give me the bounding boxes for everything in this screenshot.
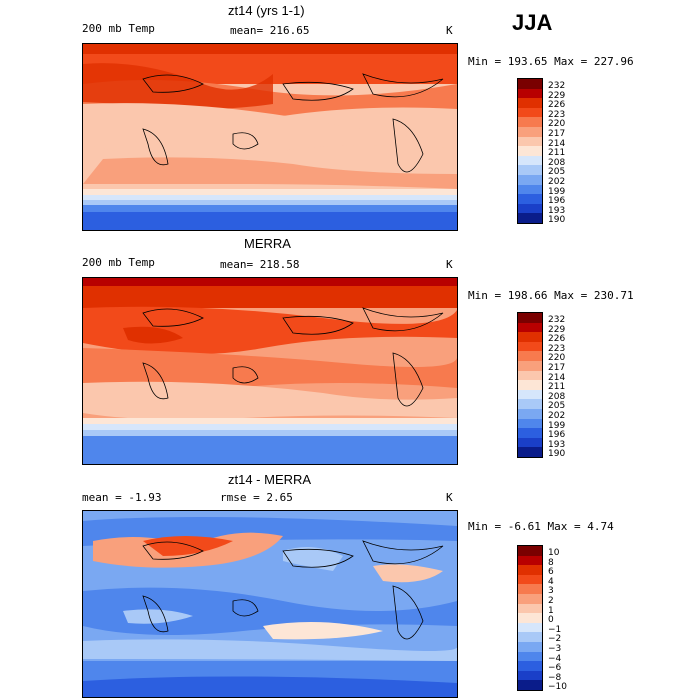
legend-label: −10	[548, 682, 567, 693]
panel1-map-graphic	[83, 44, 457, 230]
season-label: JJA	[512, 10, 553, 35]
legend-label: 10	[548, 548, 560, 558]
legend-label: 217	[548, 128, 566, 139]
panel3-legend-labels: 10 8 6 4 3 2 1 0 −1 −2 −3 −4 −6 −8 −10	[548, 548, 567, 693]
legend-label: 205	[548, 167, 566, 178]
panel3-title: zt14 - MERRA	[228, 472, 312, 487]
panel2-title: MERRA	[244, 236, 291, 251]
legend-label: 1	[548, 605, 554, 616]
panel3-legend	[517, 545, 543, 691]
legend-label: 232	[548, 81, 566, 91]
panel1-mean: mean= 216.65	[230, 24, 310, 37]
panel2-variable: 200 mb Temp	[82, 256, 155, 269]
legend-label: 193	[548, 439, 566, 450]
legend-label: 199	[548, 186, 566, 197]
legend-label: −3	[548, 643, 562, 654]
panel2-map-graphic	[83, 278, 457, 464]
legend-label: 217	[548, 362, 566, 373]
legend-label: 214	[548, 138, 566, 149]
panel2-unit: K	[446, 258, 453, 271]
legend-label: 205	[548, 401, 566, 412]
legend-label: 232	[548, 315, 566, 325]
legend-label: 3	[548, 586, 554, 597]
legend-label: 196	[548, 196, 566, 207]
panel3-rmse: rmse = 2.65	[220, 491, 293, 504]
legend-label: 6	[548, 567, 554, 578]
legend-label: 208	[548, 391, 566, 402]
legend-label: 220	[548, 119, 566, 130]
legend-label: 208	[548, 157, 566, 168]
panel2-legend	[517, 312, 543, 458]
legend-label: −2	[548, 634, 562, 645]
legend-label: 8	[548, 557, 554, 568]
legend-label: 223	[548, 343, 566, 354]
legend-label: 226	[548, 100, 566, 111]
legend-label: 226	[548, 334, 566, 345]
legend-label: 199	[548, 420, 566, 431]
legend-label: 2	[548, 595, 554, 606]
legend-label: 196	[548, 430, 566, 441]
legend-label: 211	[548, 382, 566, 393]
legend-label: −8	[548, 672, 562, 683]
panel3-unit: K	[446, 491, 453, 504]
panel2-legend-labels: 232 229 226 223 220 217 214 211 208 205 …	[548, 315, 566, 460]
legend-label: 229	[548, 90, 566, 101]
legend-label: 214	[548, 372, 566, 383]
panel1-unit: K	[446, 24, 453, 37]
panel2-map	[82, 277, 458, 465]
legend-label: 0	[548, 615, 554, 626]
panel1-legend-labels: 232 229 226 223 220 217 214 211 208 205 …	[548, 81, 566, 226]
legend-label: 220	[548, 353, 566, 364]
panel3-minmax: Min = -6.61 Max = 4.74	[468, 520, 614, 533]
panel2-minmax: Min = 198.66 Max = 230.71	[468, 289, 634, 302]
legend-label: 190	[548, 449, 566, 460]
legend-label: −4	[548, 653, 562, 664]
panel2-mean: mean= 218.58	[220, 258, 300, 271]
legend-label: 202	[548, 410, 566, 421]
legend-label: 193	[548, 205, 566, 216]
panel1-variable: 200 mb Temp	[82, 22, 155, 35]
legend-label: −1	[548, 624, 562, 635]
panel1-legend	[517, 78, 543, 224]
legend-label: 190	[548, 215, 566, 226]
legend-label: 202	[548, 176, 566, 187]
legend-label: −6	[548, 663, 562, 674]
legend-label: 211	[548, 148, 566, 159]
panel3-mean: mean = -1.93	[82, 491, 162, 504]
legend-label: 223	[548, 109, 566, 120]
panel3-map-graphic	[83, 511, 457, 697]
panel1-minmax: Min = 193.65 Max = 227.96	[468, 55, 634, 68]
legend-label: 229	[548, 324, 566, 335]
panel3-map	[82, 510, 458, 698]
legend-label: 4	[548, 576, 554, 587]
panel1-map	[82, 43, 458, 231]
panel1-title: zt14 (yrs 1-1)	[228, 3, 305, 18]
